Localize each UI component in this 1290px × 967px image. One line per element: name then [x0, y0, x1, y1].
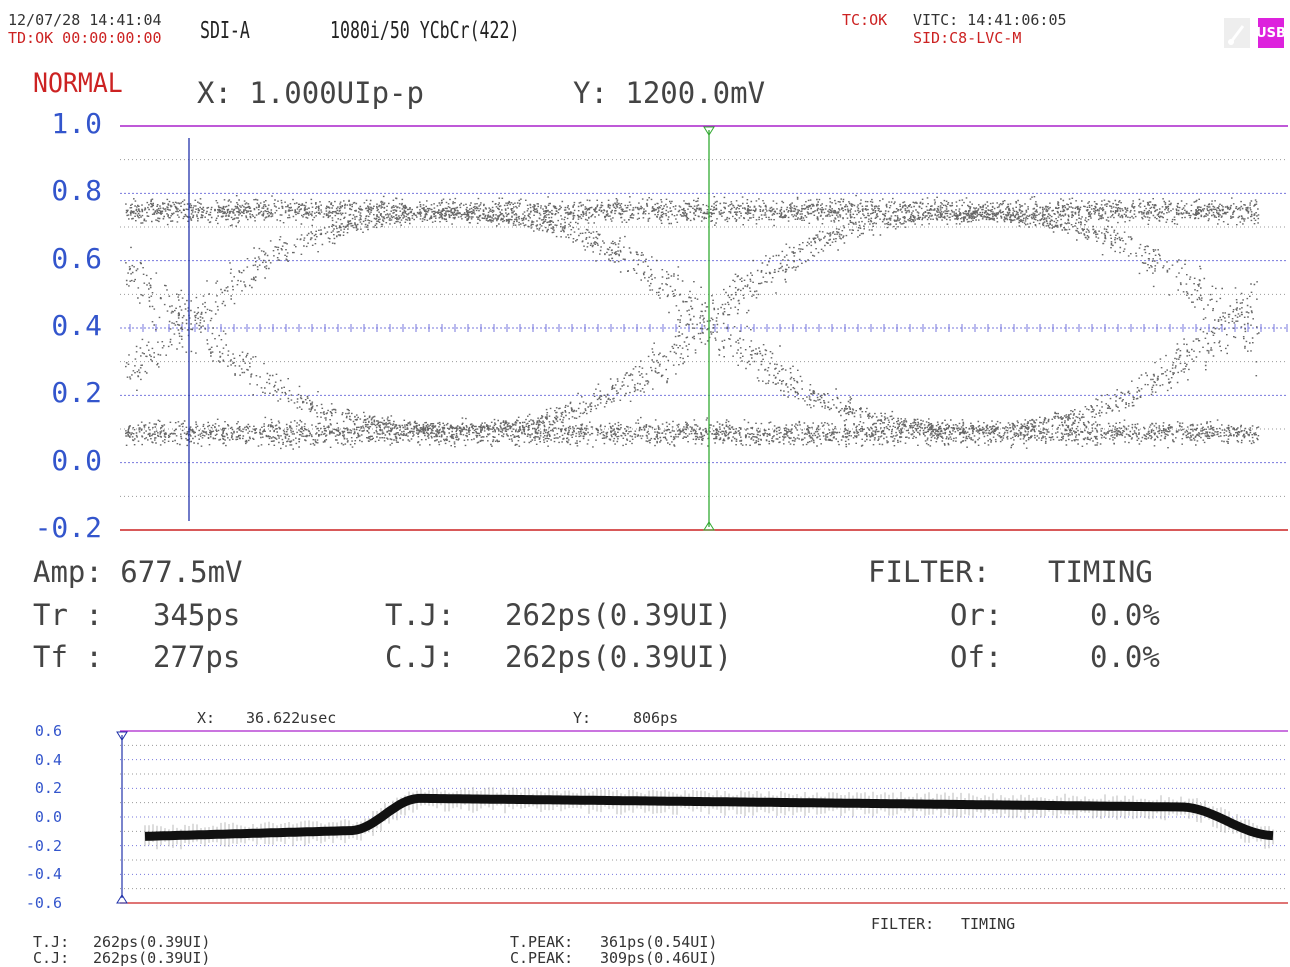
jitter-cursor-top-marker	[116, 731, 128, 741]
jitter-y-tick-label: 0.0	[34, 808, 62, 826]
jitter-filter-label: FILTER:	[871, 915, 935, 933]
jitter-cpeak-value: 309ps(0.46UI)	[600, 949, 718, 967]
eye-mode: NORMAL	[33, 68, 123, 99]
jitter-filter-value: TIMING	[961, 915, 1016, 933]
jitter-trace-spread	[144, 787, 1274, 850]
timing-jitter-label: T.J:	[385, 598, 455, 632]
eye-cursor-top-marker	[703, 126, 715, 136]
amplitude-readout: Amp: 677.5mV	[33, 555, 243, 589]
jitter-y-tick-label: -0.4	[25, 865, 62, 884]
tc-status: TC:OK	[842, 11, 888, 29]
jitter-y-tick-label: 0.6	[34, 722, 62, 740]
rise-time-label: Tr :	[33, 598, 103, 632]
clock-jitter-label: C.J:	[385, 640, 455, 674]
rise-time-value: 345ps	[153, 598, 241, 632]
jitter-x-value: 36.622usec	[246, 709, 337, 727]
fall-time-value: 277ps	[153, 640, 241, 674]
eye-y-scale: Y: 1200.0mV	[573, 76, 766, 110]
eye-y-tick-label: 0.6	[51, 241, 102, 275]
jitter-y-tick-label: 0.2	[34, 779, 62, 798]
sdi-input: SDI-A	[200, 18, 250, 44]
jitter-tj-value: 262ps(0.39UI)	[93, 933, 211, 951]
usb-label: USB	[1256, 25, 1286, 41]
source-id: SID:C8-LVC-M	[913, 29, 1022, 47]
filter-label: FILTER:	[868, 555, 991, 589]
eye-y-tick-label: 0.4	[51, 309, 102, 342]
eye-x-scale: X: 1.000UIp-p	[197, 76, 424, 110]
jitter-tj-label: T.J:	[33, 933, 70, 951]
jitter-tpeak-value: 361ps(0.54UI)	[600, 933, 718, 951]
jitter-cj-label: C.J:	[33, 949, 70, 967]
overshoot-fall-label: Of:	[950, 640, 1003, 674]
clock-jitter-value: 262ps(0.39UI)	[505, 640, 732, 674]
jitter-cj-value: 262ps(0.39UI)	[93, 949, 211, 967]
overshoot-fall-value: 0.0%	[1090, 640, 1160, 674]
eye-y-tick-label: 0.2	[51, 376, 102, 410]
video-format: 1080i/50 YCbCr(422)	[330, 18, 520, 44]
eye-waveform-trace	[125, 194, 1260, 450]
filter-value: TIMING	[1048, 555, 1153, 589]
eye-cursor-bottom-marker	[703, 521, 715, 531]
jitter-x-label: X:	[197, 709, 216, 727]
datetime: 12/07/28 14:41:04	[8, 11, 162, 29]
jitter-y-tick-label: 0.4	[34, 750, 62, 769]
jitter-y-tick-label: -0.2	[25, 836, 62, 855]
eye-y-tick-label: 0.0	[51, 443, 102, 477]
fall-time-label: Tf :	[33, 640, 103, 674]
jitter-y-value: 806ps	[633, 709, 679, 727]
jitter-cpeak-label: C.PEAK:	[510, 949, 574, 967]
usb-plug-icon	[1224, 18, 1250, 48]
vitc-timecode: VITC: 14:41:06:05	[913, 11, 1067, 29]
eye-y-tick-label: 1.0	[51, 107, 102, 140]
jitter-y-label: Y:	[573, 709, 592, 727]
jitter-trace	[143, 793, 1275, 841]
usb-indicator[interactable]: USB	[1256, 18, 1286, 48]
td-status: TD:OK 00:00:00:00	[8, 29, 162, 47]
jitter-cursor-bottom-marker	[116, 894, 128, 904]
eye-y-tick-label: -0.2	[34, 511, 102, 544]
timing-jitter-value: 262ps(0.39UI)	[505, 598, 732, 632]
eye-y-tick-label: 0.8	[51, 174, 102, 208]
overshoot-rise-value: 0.0%	[1090, 598, 1160, 632]
jitter-tpeak-label: T.PEAK:	[510, 933, 574, 951]
jitter-y-tick-label: -0.6	[25, 894, 62, 912]
overshoot-rise-label: Or:	[950, 598, 1003, 632]
